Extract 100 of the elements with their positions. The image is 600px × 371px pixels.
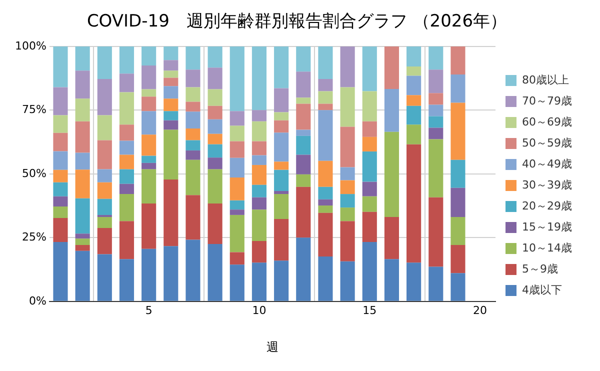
bar	[318, 79, 333, 92]
bar	[186, 70, 200, 88]
bar	[75, 170, 90, 198]
bar	[230, 214, 244, 252]
bar	[340, 46, 355, 88]
bar	[252, 210, 267, 241]
bar	[428, 197, 444, 267]
legend-label: 60～69歳	[522, 115, 572, 128]
bar	[318, 199, 333, 206]
x-tick-label: 15	[362, 304, 377, 317]
bar	[119, 194, 134, 222]
bar	[142, 111, 156, 135]
bar	[406, 46, 422, 67]
bar	[75, 234, 90, 239]
y-tick-label: 75%	[22, 103, 46, 116]
bar	[318, 91, 333, 104]
bar	[164, 120, 178, 130]
bar	[75, 198, 90, 234]
bar	[186, 46, 200, 70]
bar	[406, 144, 422, 263]
bar	[164, 180, 178, 246]
bar	[186, 195, 200, 240]
bar	[208, 169, 222, 204]
bar	[450, 188, 466, 217]
bar	[208, 106, 222, 120]
bar	[274, 46, 289, 88]
legend-label: 5～9歳	[522, 262, 558, 276]
bar	[318, 104, 333, 110]
bar	[252, 46, 267, 110]
bar	[406, 124, 422, 144]
bar	[75, 238, 90, 246]
bar	[450, 160, 466, 188]
bar	[119, 124, 134, 141]
bar	[142, 96, 156, 112]
bar	[428, 139, 444, 198]
bar	[164, 60, 178, 71]
bar	[53, 206, 68, 218]
bar	[142, 169, 156, 204]
bar	[340, 167, 355, 180]
legend-label: 40～49歳	[522, 157, 572, 170]
bar	[428, 104, 444, 116]
bar	[252, 121, 267, 142]
bar	[53, 46, 68, 88]
bar	[230, 111, 244, 126]
bar	[296, 130, 311, 136]
bar	[97, 254, 112, 301]
bar	[428, 128, 444, 140]
bar	[318, 160, 333, 187]
bar	[318, 256, 333, 301]
bar	[274, 120, 289, 133]
bar	[53, 151, 68, 170]
legend-label: 4歳以下	[522, 283, 562, 296]
bar	[53, 196, 68, 207]
bar	[97, 46, 112, 80]
bar	[230, 141, 244, 158]
bar	[340, 87, 355, 127]
bar	[119, 140, 134, 155]
bar	[186, 128, 200, 140]
bar	[53, 182, 68, 196]
bar	[230, 126, 244, 142]
bar	[296, 46, 311, 72]
bar	[362, 46, 377, 92]
bar	[208, 119, 222, 134]
bar	[97, 182, 112, 199]
bar	[384, 259, 400, 301]
bar	[164, 111, 178, 120]
bar	[208, 244, 222, 301]
bar	[252, 110, 267, 122]
bar	[450, 74, 466, 103]
bar	[362, 196, 377, 212]
bar	[384, 132, 400, 217]
bar	[450, 216, 466, 246]
bar	[119, 184, 134, 194]
bar	[362, 182, 377, 196]
bar	[428, 46, 444, 70]
bar	[119, 46, 134, 74]
bar	[406, 95, 422, 106]
bar	[119, 74, 134, 92]
bar	[340, 261, 355, 301]
bar	[97, 79, 112, 116]
bar	[97, 216, 112, 228]
bar	[119, 154, 134, 170]
bar	[75, 250, 90, 301]
bar	[142, 46, 156, 66]
bar	[318, 206, 333, 213]
bar	[406, 262, 422, 301]
bar	[340, 208, 355, 222]
bar	[318, 212, 333, 257]
bar	[230, 210, 244, 215]
bar	[208, 68, 222, 90]
bar	[252, 164, 267, 185]
legend-label: 15～19歳	[522, 220, 572, 234]
bar	[450, 245, 466, 274]
bar	[53, 218, 68, 242]
legend-label: 30～39歳	[522, 178, 572, 192]
bar	[384, 46, 400, 89]
bar	[186, 160, 200, 196]
bar	[340, 180, 355, 194]
y-tick-label: 0%	[28, 294, 46, 308]
x-tick-label: 10	[252, 304, 266, 317]
